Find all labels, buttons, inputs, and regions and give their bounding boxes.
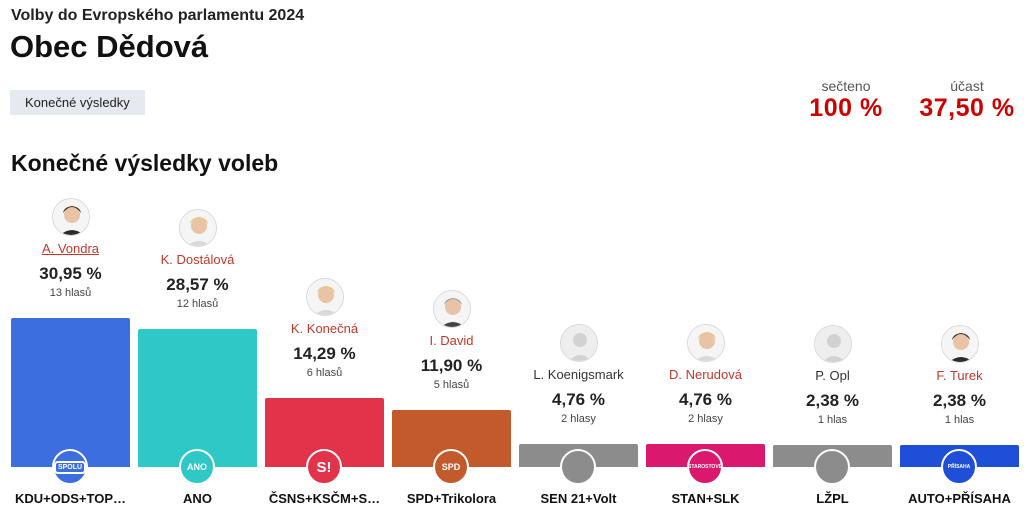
votes-label: 5 hlasů xyxy=(433,379,470,391)
results-bar-chart: A. Vondra 30,95 % 13 hlasů SPOLU KDU+ODS+TOP… xyxy=(0,190,1024,517)
election-title: Volby do Evropského parlamentu 2024 xyxy=(11,7,305,24)
percent-label: 14,29 % xyxy=(293,344,356,363)
candidate-info: P. Opl 2,38 % 1 hlas xyxy=(773,325,892,426)
result-column: K. Dostálová 28,57 % 12 hlasů ANO ANO xyxy=(138,190,257,517)
party-logo-text: SPOLU xyxy=(53,460,87,474)
candidate-avatar xyxy=(559,324,598,362)
turnout-value: 37,50 % xyxy=(919,94,1015,122)
result-bar xyxy=(138,329,257,467)
candidate-avatar xyxy=(940,325,979,363)
percent-label: 2,38 % xyxy=(933,391,986,410)
candidate-name: K. Konečná xyxy=(290,321,359,336)
party-logo-icon: SPD xyxy=(433,449,469,485)
candidate-info: K. Konečná 14,29 % 6 hlasů xyxy=(265,278,384,379)
candidate-name: L. Koenigsmark xyxy=(533,367,624,382)
percent-label: 28,57 % xyxy=(166,275,229,294)
page-title: Obec Dědová xyxy=(10,29,209,64)
candidate-avatar xyxy=(51,198,90,236)
party-name: STAN+SLK xyxy=(671,491,740,506)
votes-label: 1 hlas xyxy=(944,414,975,426)
party-name: KDU+ODS+TOP… xyxy=(14,491,126,506)
party-logo-icon: SPOLU xyxy=(52,449,88,485)
counted-label: sečteno xyxy=(821,78,871,94)
votes-label: 12 hlasů xyxy=(176,298,219,310)
party-logo-icon: S! xyxy=(306,449,342,485)
party-name: ČSNS+KSČM+S… xyxy=(268,491,381,506)
party-logo-text: S! xyxy=(316,458,332,476)
candidate-avatar xyxy=(813,325,852,363)
percent-label: 4,76 % xyxy=(552,390,605,409)
result-column: D. Nerudová 4,76 % 2 hlasy STAROSTOVÉ STAN+S… xyxy=(646,190,765,517)
result-column: F. Turek 2,38 % 1 hlas PŘÍSAHA AUTO+PŘÍSAHA xyxy=(900,190,1019,517)
result-column: K. Konečná 14,29 % 6 hlasů S! ČSNS+KSČM+S… xyxy=(265,190,384,517)
percent-label: 4,76 % xyxy=(679,390,732,409)
votes-label: 6 hlasů xyxy=(306,367,343,379)
candidate-avatar xyxy=(305,278,344,316)
turnout-label: účast xyxy=(950,78,984,94)
party-logo-icon: STAROSTOVÉ xyxy=(687,449,723,485)
candidate-info: K. Dostálová 28,57 % 12 hlasů xyxy=(138,209,257,310)
candidate-name[interactable]: A. Vondra xyxy=(41,241,100,256)
result-column: A. Vondra 30,95 % 13 hlasů SPOLU KDU+ODS+TOP… xyxy=(11,190,130,517)
party-logo-text: PŘÍSAHA xyxy=(947,464,971,470)
result-bar xyxy=(11,318,130,467)
candidate-avatar xyxy=(432,290,471,328)
candidate-avatar xyxy=(686,324,725,362)
percent-label: 11,90 % xyxy=(420,356,483,375)
counted-value: 100 % xyxy=(809,94,883,122)
candidate-info: I. David 11,90 % 5 hlasů xyxy=(392,290,511,391)
party-logo-text: STAROSTOVÉ xyxy=(688,464,722,470)
candidate-name: K. Dostálová xyxy=(160,252,235,267)
percent-label: 30,95 % xyxy=(39,264,102,283)
party-logo-icon: ANO xyxy=(179,449,215,485)
candidate-info: A. Vondra 30,95 % 13 hlasů xyxy=(11,198,130,299)
counted-stat: sečteno 100 % xyxy=(806,78,886,123)
candidate-avatar xyxy=(178,209,217,247)
status-tag: Konečné výsledky xyxy=(10,90,145,115)
candidate-name: F. Turek xyxy=(936,368,983,383)
party-name: SPD+Trikolora xyxy=(406,491,497,506)
candidate-info: F. Turek 2,38 % 1 hlas xyxy=(900,325,1019,426)
party-logo-text: ANO xyxy=(187,462,207,472)
votes-label: 2 hlasy xyxy=(688,413,723,425)
result-column: L. Koenigsmark 4,76 % 2 hlasy SEN 21+Volt xyxy=(519,190,638,517)
candidate-name: P. Opl xyxy=(815,368,850,383)
party-name: AUTO+PŘÍSAHA xyxy=(908,491,1011,506)
candidate-name: I. David xyxy=(429,333,474,348)
party-logo-icon xyxy=(560,449,596,485)
votes-label: 2 hlasy xyxy=(561,413,596,425)
turnout-stat: účast 37,50 % xyxy=(912,78,1022,123)
result-column: I. David 11,90 % 5 hlasů SPD SPD+Trikolora xyxy=(392,190,511,517)
votes-label: 13 hlasů xyxy=(49,287,92,299)
candidate-name: D. Nerudová xyxy=(669,367,742,382)
party-name: LŽPL xyxy=(816,491,849,506)
candidate-info: L. Koenigsmark 4,76 % 2 hlasy xyxy=(519,324,638,425)
party-logo-icon xyxy=(814,449,850,485)
votes-label: 1 hlas xyxy=(817,414,848,426)
section-title: Konečné výsledky voleb xyxy=(11,150,279,176)
candidate-info: D. Nerudová 4,76 % 2 hlasy xyxy=(646,324,765,425)
party-logo-icon: PŘÍSAHA xyxy=(941,449,977,485)
party-logo-text: SPD xyxy=(441,462,461,472)
party-name: ANO xyxy=(183,491,212,506)
result-column: P. Opl 2,38 % 1 hlas LŽPL xyxy=(773,190,892,517)
party-name: SEN 21+Volt xyxy=(540,491,617,506)
percent-label: 2,38 % xyxy=(806,391,859,410)
